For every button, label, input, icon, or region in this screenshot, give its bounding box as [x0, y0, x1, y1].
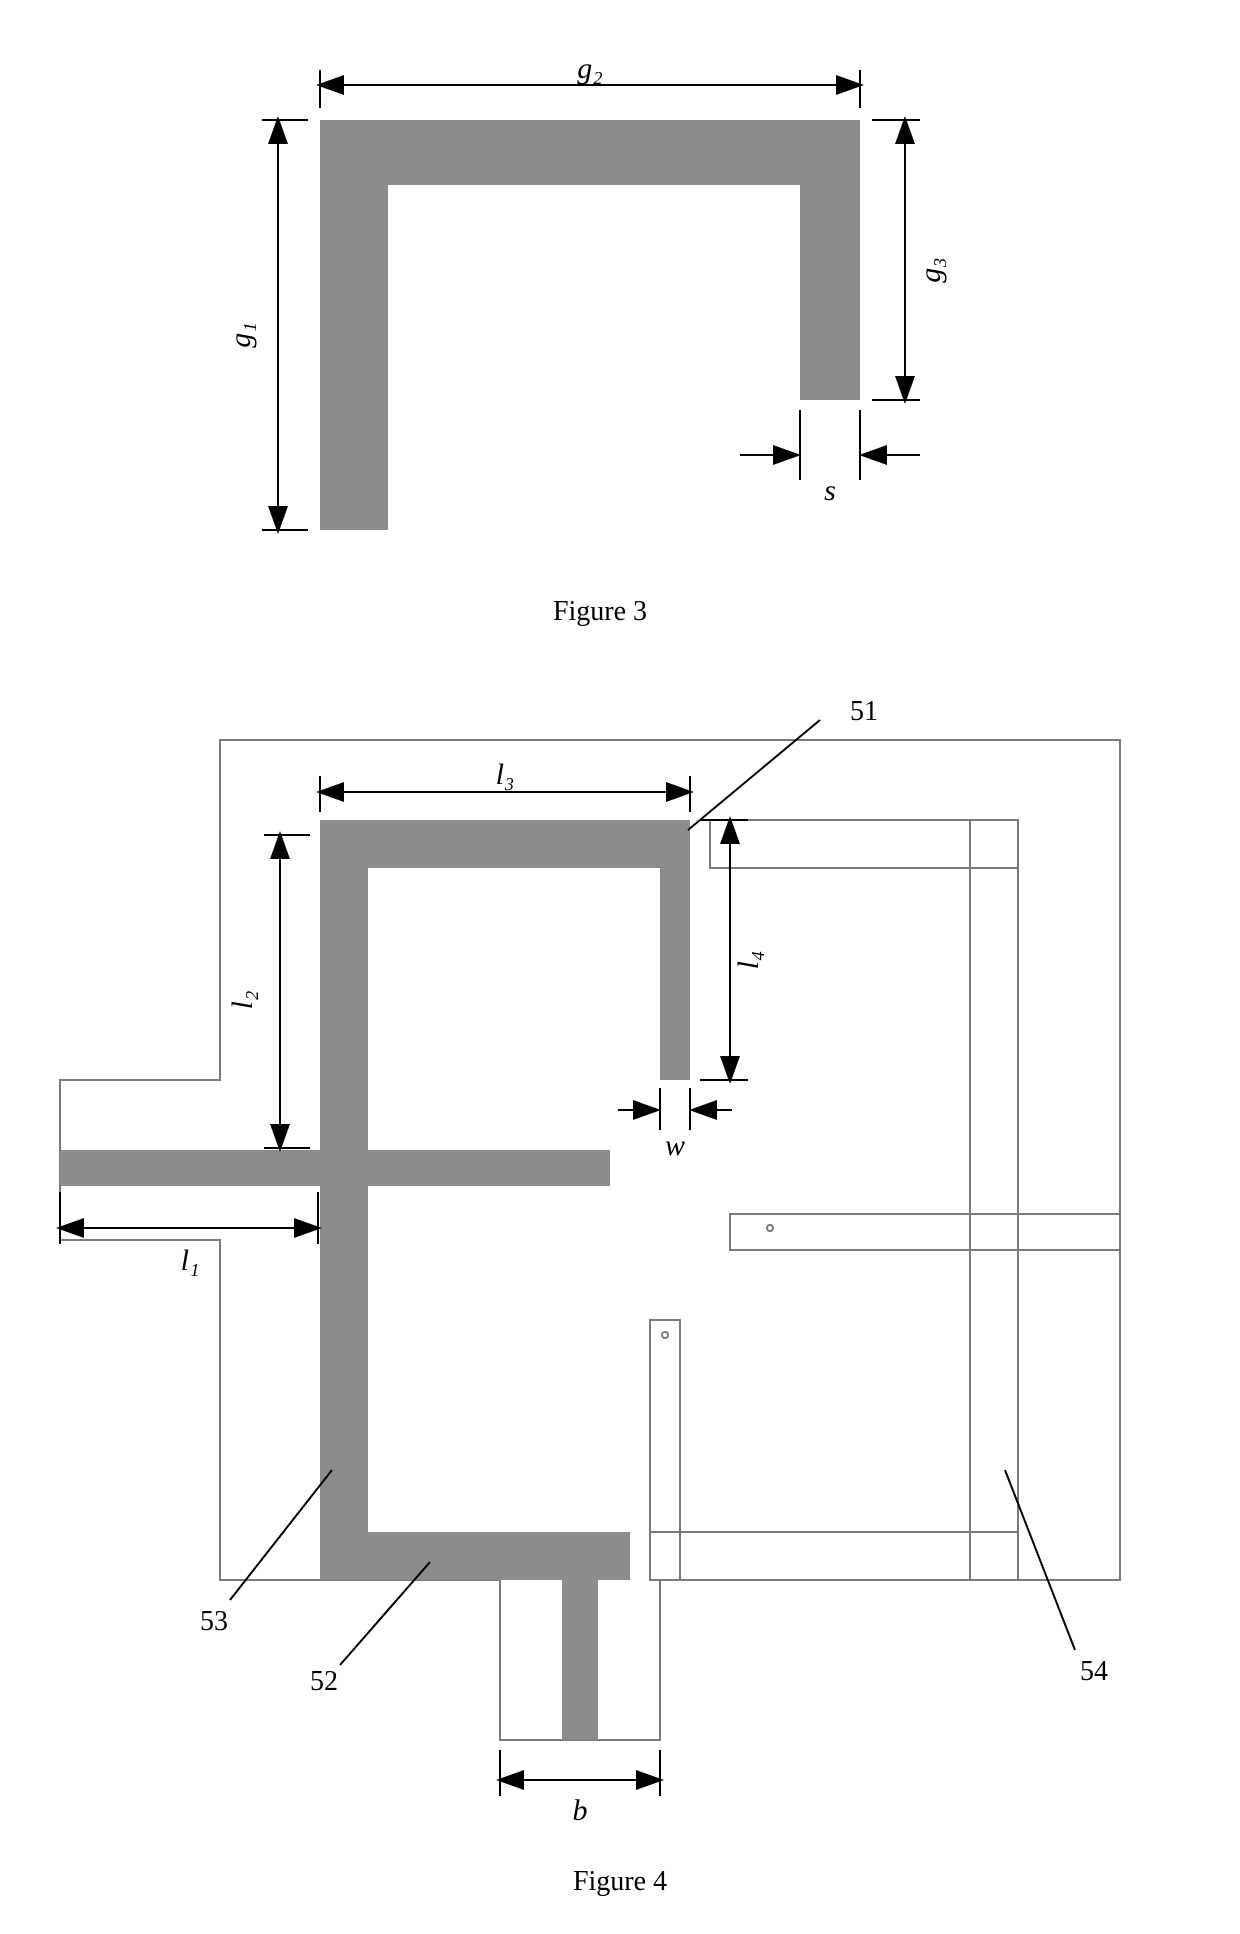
label-s: s [824, 474, 836, 507]
dim-l2 [264, 835, 310, 1148]
u-shape [320, 120, 860, 530]
page: g₂ g₃ g₁ s Figure 3 [0, 0, 1240, 1934]
label-g1: g₁ [224, 322, 257, 347]
label-l2: l₂ [226, 991, 259, 1010]
callout-53-text: 53 [200, 1606, 228, 1637]
label-l1: l₁ [181, 1244, 200, 1277]
label-w: w [665, 1129, 685, 1162]
label-g2: g₂ [577, 52, 602, 85]
callout-54 [1005, 1470, 1075, 1650]
figure-3-svg: g₂ g₃ g₁ s Figure 3 [0, 0, 1240, 680]
callout-54-text: 54 [1080, 1656, 1108, 1687]
label-l3: l₃ [496, 758, 515, 791]
port2-outline [650, 820, 1120, 1580]
dim-s [740, 410, 920, 480]
callout-51-text: 51 [850, 696, 878, 727]
port1-metal [60, 820, 690, 1740]
dim-g1 [262, 120, 308, 530]
dim-l1 [60, 1192, 318, 1244]
dim-g3 [872, 120, 920, 400]
figure-4-caption: Figure 4 [573, 1866, 667, 1897]
label-l4: l₄ [732, 951, 765, 970]
dim-l4 [700, 820, 748, 1080]
label-g3: g₃ [914, 257, 947, 282]
callout-51 [688, 720, 820, 830]
callout-52-text: 52 [310, 1666, 338, 1697]
label-b: b [573, 1794, 588, 1827]
u-shape-path [320, 120, 860, 530]
figure-4-svg: l₃ l₄ l₂ l₁ w b 51 53 [0, 680, 1240, 1934]
figure-3-caption: Figure 3 [553, 596, 647, 627]
dim-b [500, 1750, 660, 1796]
dim-w [618, 1088, 732, 1130]
